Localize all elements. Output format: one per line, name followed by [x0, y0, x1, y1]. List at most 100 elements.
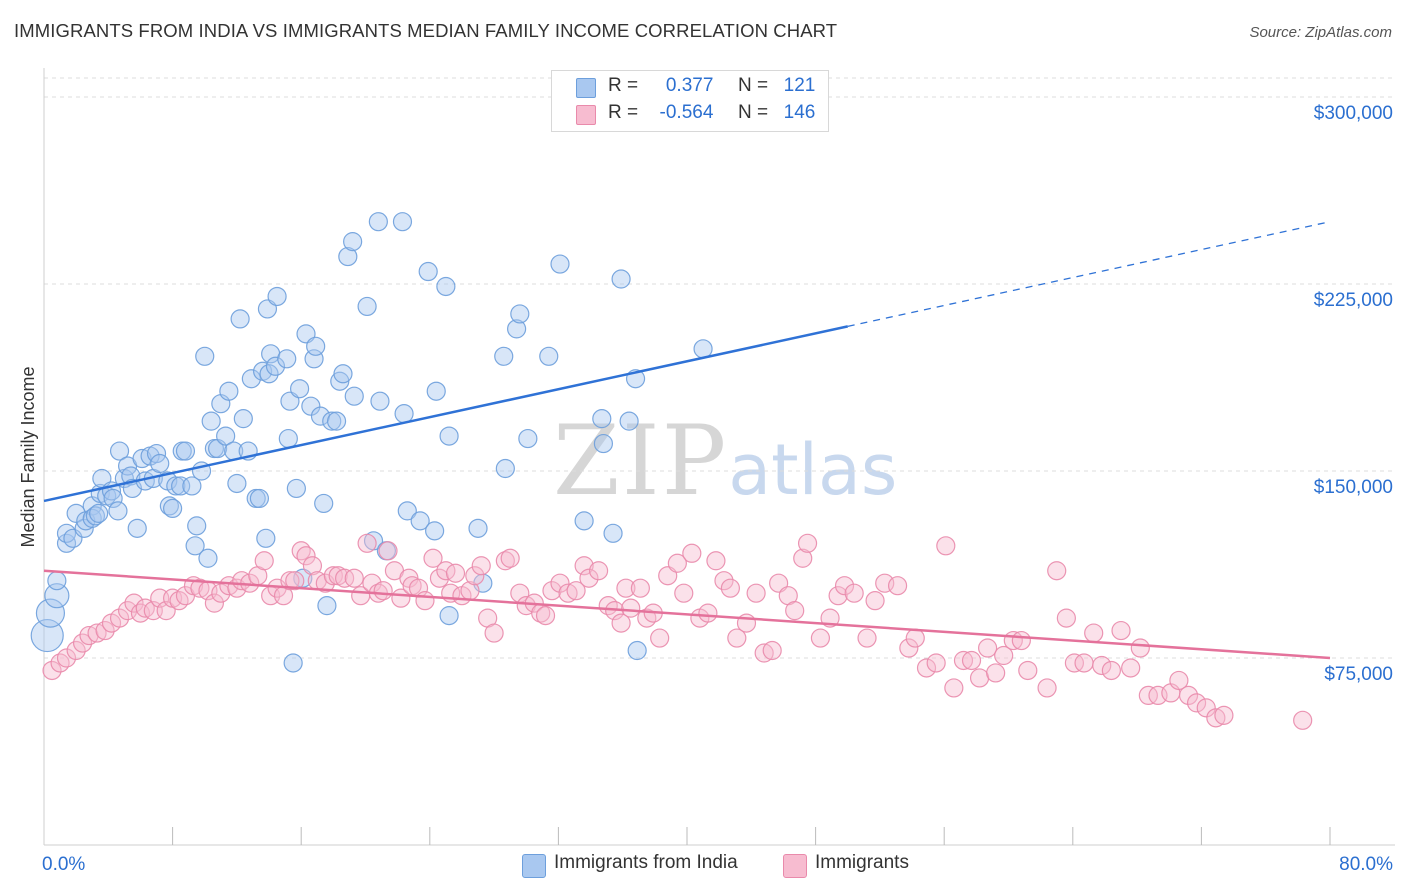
immigrants-point: [978, 638, 998, 658]
immigrants-point: [1074, 653, 1094, 673]
immigrants-point: [135, 598, 155, 618]
immigrants-point: [1047, 561, 1067, 581]
india-point: [108, 501, 128, 521]
chart-title: IMMIGRANTS FROM INDIA VS IMMIGRANTS MEDI…: [14, 20, 838, 41]
india-point: [256, 528, 276, 548]
india-point: [249, 488, 270, 509]
immigrants-point: [720, 578, 741, 598]
india-point: [603, 523, 623, 543]
india-point: [44, 583, 70, 609]
india-point: [394, 404, 414, 424]
immigrants-point: [566, 581, 586, 601]
immigrants-point: [579, 568, 599, 588]
india-point: [539, 346, 559, 366]
immigrants-point: [415, 591, 435, 611]
india-point: [85, 506, 106, 526]
legend-swatch-india: [576, 78, 596, 98]
immigrants-point: [109, 608, 130, 628]
india-point: [368, 212, 388, 232]
india-point: [426, 381, 446, 401]
immigrants-point: [1064, 653, 1085, 673]
india-point: [278, 428, 298, 449]
india-point: [357, 296, 377, 317]
immigrants-point: [1138, 685, 1158, 706]
axis-layer: [43, 68, 1395, 846]
india-point: [436, 276, 456, 297]
india-point: [30, 618, 64, 653]
india-point: [693, 339, 713, 359]
immigrants-point: [793, 548, 813, 568]
immigrants-point: [986, 663, 1006, 683]
immigrants-point: [616, 578, 636, 598]
immigrants-point: [423, 548, 443, 568]
india-point: [74, 518, 94, 538]
india-point: [195, 346, 215, 366]
india-point: [47, 571, 67, 591]
india-point: [150, 453, 170, 474]
india-point: [35, 598, 66, 628]
immigrants-point: [650, 628, 670, 648]
immigrants-point: [588, 561, 609, 581]
immigrants-point: [574, 556, 594, 576]
india-point: [265, 356, 286, 376]
immigrants-point: [1092, 655, 1112, 676]
y-axis-label: Median Family Income: [18, 366, 38, 547]
immigrants-point: [916, 658, 937, 678]
india-point: [103, 488, 123, 509]
bottom-legend-label-immigrants: Immigrants: [815, 852, 909, 873]
immigrants-point: [500, 548, 520, 568]
immigrants-point: [124, 593, 144, 613]
immigrants-point: [865, 591, 885, 611]
immigrants-point: [1037, 678, 1057, 698]
immigrants-point: [698, 603, 718, 623]
india-point: [187, 516, 207, 536]
immigrants-point: [302, 556, 323, 576]
india-point: [201, 411, 221, 431]
india-trend-line: [43, 325, 849, 503]
immigrants-point: [1178, 685, 1199, 706]
immigrants-point: [637, 608, 657, 628]
immigrants-point: [296, 546, 316, 566]
immigrants-point: [335, 568, 355, 588]
bottom-legend-label-india: Immigrants from India: [554, 852, 738, 873]
immigrants-point: [558, 583, 578, 603]
grid-layer: [44, 77, 1395, 659]
y-tick-label: $75,000: [1324, 664, 1393, 685]
immigrants-point: [961, 650, 982, 671]
india-point: [267, 286, 287, 307]
immigrants-point: [754, 643, 774, 663]
y-tick-label: $300,000: [1314, 103, 1393, 124]
y-tick-label: $225,000: [1314, 290, 1393, 311]
legend-n-label: N =: [737, 102, 769, 123]
india-point: [198, 548, 218, 568]
immigrants-point: [219, 576, 239, 596]
india-point: [132, 448, 152, 469]
legend-swatch-immigrants: [576, 105, 596, 125]
india-point: [171, 476, 191, 496]
immigrants-point: [56, 648, 77, 668]
immigrants-point: [323, 566, 343, 586]
india-point: [82, 508, 102, 528]
india-point: [344, 386, 364, 406]
immigrants-point: [204, 593, 224, 613]
immigrants-point: [969, 668, 990, 688]
immigrants-point: [714, 571, 734, 591]
legend-r-value: 0.377: [665, 75, 714, 96]
immigrants-point: [844, 583, 864, 603]
india-point: [241, 369, 261, 389]
india-point: [56, 523, 77, 543]
immigrants-point: [857, 628, 877, 648]
immigrants-point: [373, 581, 393, 601]
india-point: [574, 511, 594, 531]
india-point: [175, 441, 196, 461]
india-point: [286, 478, 306, 499]
immigrants-point: [87, 623, 107, 643]
india-point: [550, 254, 570, 274]
india-point: [494, 346, 514, 366]
india-point: [510, 304, 530, 324]
immigrants-point: [953, 650, 974, 671]
india-point: [277, 349, 297, 369]
india-point: [410, 511, 430, 531]
immigrants-point: [810, 628, 831, 648]
immigrants-points: [42, 533, 1313, 730]
